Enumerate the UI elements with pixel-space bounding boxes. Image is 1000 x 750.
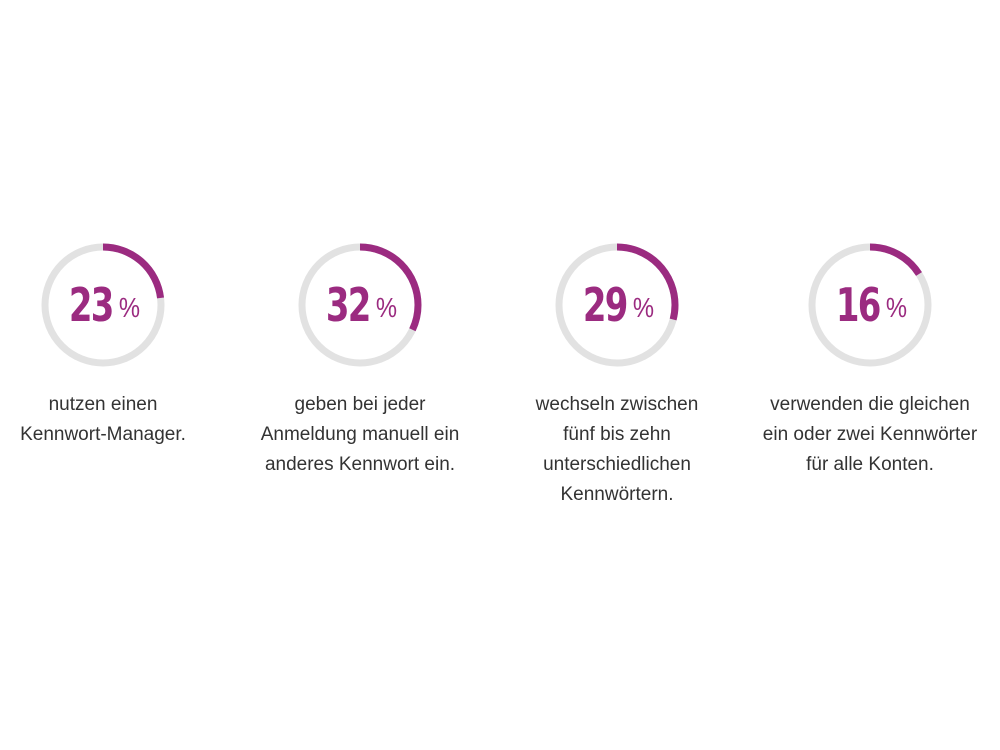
percentage-label: 32 % (295, 240, 425, 370)
stat-block: 29 % wechseln zwischen fünf bis zehn unt… (492, 240, 742, 510)
donut-svg (808, 243, 932, 367)
percent-sign: % (376, 292, 398, 323)
stat-description: wechseln zwischen fünf bis zehn untersch… (535, 394, 699, 505)
percent-sign: % (633, 292, 655, 323)
percentage-label: 16 % (805, 240, 935, 370)
donut-arc (298, 243, 422, 367)
donut-svg (298, 243, 422, 367)
percentage-value: 23 (68, 278, 115, 332)
donut-arc (555, 243, 679, 367)
donut-gauge: 23 % (38, 240, 168, 370)
donut-arc (41, 243, 165, 367)
percentage-value: 32 (325, 278, 372, 332)
stat-description: verwenden die gleichen ein oder zwei Ken… (762, 394, 978, 475)
donut-svg (41, 243, 165, 367)
percentage-value: 29 (582, 278, 629, 332)
donut-gauge: 29 % (552, 240, 682, 370)
percent-sign: % (886, 292, 908, 323)
stat-block: 32 % geben bei jeder Anmeldung manuell e… (235, 240, 485, 480)
percentage-label: 23 % (38, 240, 168, 370)
percent-sign: % (119, 292, 141, 323)
stat-block: 16 % verwenden die gleichen ein oder zwe… (745, 240, 995, 480)
stat-description: geben bei jeder Anmeldung manuell ein an… (260, 394, 460, 475)
donut-gauge: 16 % (805, 240, 935, 370)
stat-description: nutzen einen Kennwort-Manager. (20, 394, 186, 445)
stat-block: 23 % nutzen einen Kennwort-Manager. (0, 240, 228, 450)
donut-svg (555, 243, 679, 367)
percentage-value: 16 (835, 278, 882, 332)
donut-gauge: 32 % (295, 240, 425, 370)
donut-arc (808, 243, 932, 367)
percentage-label: 29 % (552, 240, 682, 370)
